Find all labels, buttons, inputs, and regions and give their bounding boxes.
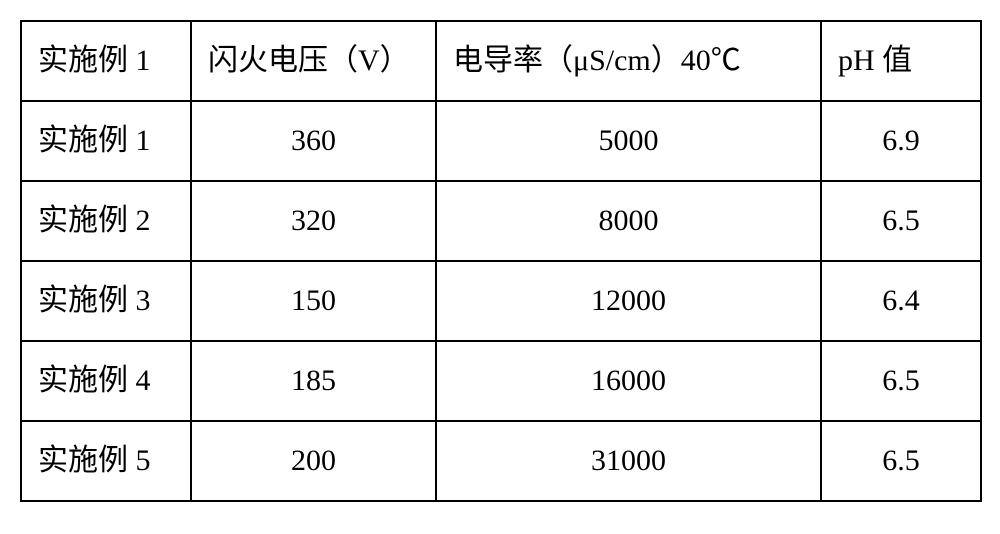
data-table-container: 实施例 1 闪火电压（V） 电导率（μS/cm）40℃ pH 值 实施例 1 3… [20,20,980,502]
table-row: 实施例 4 185 16000 6.5 [21,341,981,421]
cell-voltage: 200 [191,421,436,501]
table-row: 实施例 1 360 5000 6.9 [21,101,981,181]
cell-ph: 6.5 [821,341,981,421]
table-row: 实施例 2 320 8000 6.5 [21,181,981,261]
cell-ph: 6.9 [821,101,981,181]
cell-conductivity: 31000 [436,421,821,501]
column-header-conductivity: 电导率（μS/cm）40℃ [436,21,821,101]
cell-voltage: 320 [191,181,436,261]
cell-voltage: 360 [191,101,436,181]
cell-conductivity: 5000 [436,101,821,181]
column-header-voltage: 闪火电压（V） [191,21,436,101]
column-header-ph: pH 值 [821,21,981,101]
cell-ph: 6.5 [821,181,981,261]
cell-example: 实施例 5 [21,421,191,501]
cell-example: 实施例 2 [21,181,191,261]
table-row: 实施例 5 200 31000 6.5 [21,421,981,501]
table-header-row: 实施例 1 闪火电压（V） 电导率（μS/cm）40℃ pH 值 [21,21,981,101]
data-table: 实施例 1 闪火电压（V） 电导率（μS/cm）40℃ pH 值 实施例 1 3… [20,20,982,502]
cell-voltage: 150 [191,261,436,341]
cell-example: 实施例 4 [21,341,191,421]
cell-ph: 6.5 [821,421,981,501]
cell-example: 实施例 1 [21,101,191,181]
cell-ph: 6.4 [821,261,981,341]
cell-conductivity: 16000 [436,341,821,421]
cell-example: 实施例 3 [21,261,191,341]
cell-conductivity: 8000 [436,181,821,261]
table-row: 实施例 3 150 12000 6.4 [21,261,981,341]
cell-conductivity: 12000 [436,261,821,341]
column-header-example: 实施例 1 [21,21,191,101]
cell-voltage: 185 [191,341,436,421]
